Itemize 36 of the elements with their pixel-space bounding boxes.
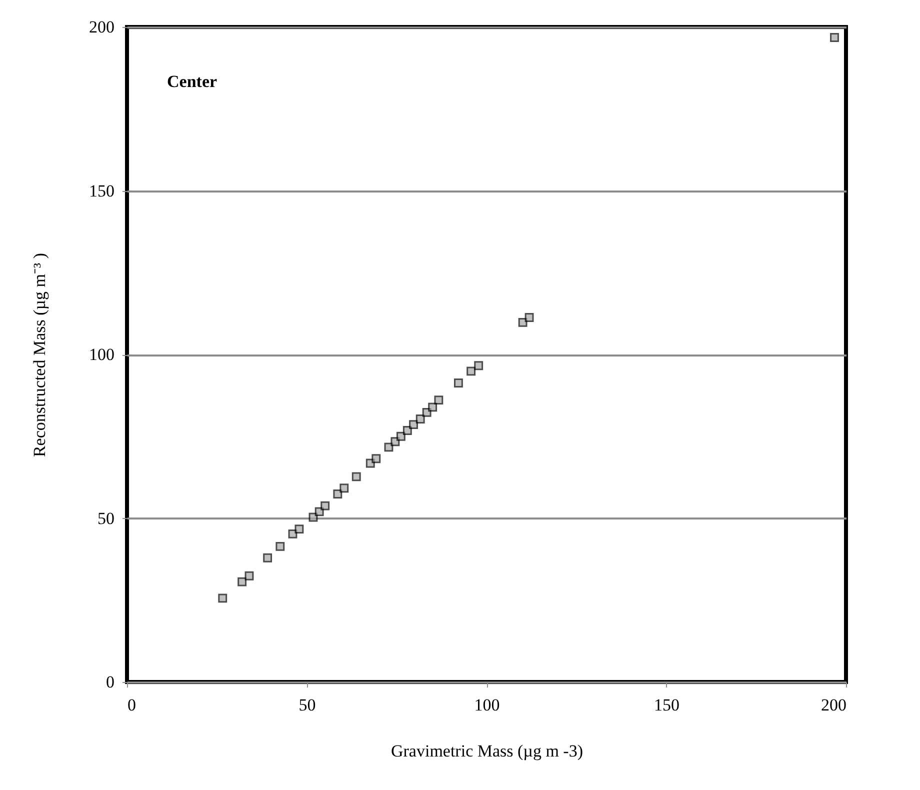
point xyxy=(830,33,839,42)
x-tick-label: 100 xyxy=(474,696,500,714)
point xyxy=(434,396,444,404)
point xyxy=(518,318,528,327)
point xyxy=(524,313,534,322)
y-tick-label: 150 xyxy=(89,181,114,200)
point xyxy=(333,490,342,498)
point xyxy=(263,553,272,562)
y-axis-title: Reconstructed Mass (µg m⁻³ ) xyxy=(30,252,49,458)
point xyxy=(238,577,246,586)
point xyxy=(340,484,349,493)
x-tick-label: 50 xyxy=(298,696,316,714)
x-tick-label: 200 xyxy=(821,696,846,714)
y-tick-label: 100 xyxy=(89,345,114,364)
point xyxy=(428,402,438,412)
y-tick-label: 50 xyxy=(98,508,114,528)
point xyxy=(244,571,254,580)
point xyxy=(352,472,361,482)
point xyxy=(276,542,285,551)
point xyxy=(396,432,406,441)
x-axis-title: Gravimetric Mass (µg m -3) xyxy=(390,742,584,760)
point xyxy=(320,501,330,510)
annotation: Center xyxy=(167,72,218,91)
point xyxy=(372,454,381,464)
point xyxy=(466,366,476,376)
point xyxy=(218,594,228,603)
point xyxy=(474,361,484,370)
point xyxy=(416,414,425,424)
point xyxy=(294,524,304,534)
x-tick-label: 0 xyxy=(128,696,136,714)
y-tick-label: 0 xyxy=(106,672,114,692)
point xyxy=(409,420,418,430)
point xyxy=(402,426,412,435)
y-tick-label: 200 xyxy=(89,18,114,36)
point xyxy=(454,378,463,388)
x-tick-label: 150 xyxy=(654,696,680,714)
